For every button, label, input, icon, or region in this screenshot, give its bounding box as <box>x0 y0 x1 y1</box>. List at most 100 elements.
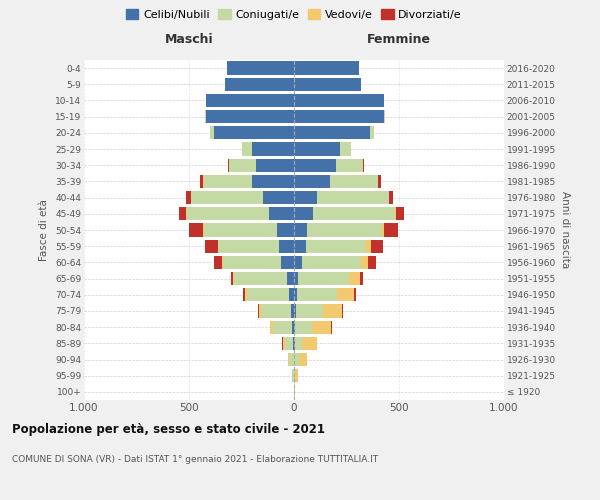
Bar <box>294 207 313 220</box>
Bar <box>223 256 281 269</box>
Bar <box>294 126 370 140</box>
Bar <box>242 288 245 302</box>
Bar <box>295 320 312 334</box>
Bar <box>221 256 223 269</box>
Bar <box>206 110 294 124</box>
Y-axis label: Anni di nascita: Anni di nascita <box>560 192 570 268</box>
Bar <box>370 126 374 140</box>
Bar <box>293 336 294 350</box>
Bar <box>281 256 294 269</box>
Bar <box>179 207 187 220</box>
Bar <box>259 304 262 318</box>
Bar <box>298 272 349 285</box>
Bar <box>294 256 302 269</box>
Bar <box>367 256 376 269</box>
Bar <box>200 175 203 188</box>
Bar <box>280 240 294 253</box>
Bar <box>247 288 289 302</box>
Bar <box>307 224 382 236</box>
Bar <box>382 224 385 236</box>
Bar <box>294 110 385 124</box>
Bar <box>336 158 364 172</box>
Bar <box>295 353 299 366</box>
Bar <box>218 240 280 253</box>
Bar <box>302 256 361 269</box>
Bar <box>294 240 305 253</box>
Bar <box>297 288 337 302</box>
Bar <box>224 78 294 91</box>
Bar <box>206 94 294 107</box>
Bar <box>241 142 252 156</box>
Bar <box>389 191 393 204</box>
Bar <box>294 320 295 334</box>
Bar <box>294 224 307 236</box>
Bar <box>294 272 298 285</box>
Bar <box>262 304 291 318</box>
Bar <box>360 272 363 285</box>
Bar <box>292 320 294 334</box>
Bar <box>342 304 343 318</box>
Bar <box>294 175 330 188</box>
Bar <box>256 158 294 172</box>
Bar <box>294 288 297 302</box>
Bar <box>337 288 354 302</box>
Bar <box>330 175 378 188</box>
Bar <box>294 142 340 156</box>
Bar <box>331 320 332 334</box>
Y-axis label: Fasce di età: Fasce di età <box>40 199 49 261</box>
Bar <box>317 191 389 204</box>
Bar <box>312 320 331 334</box>
Bar <box>295 369 298 382</box>
Bar <box>277 224 294 236</box>
Bar <box>205 110 206 124</box>
Bar <box>294 336 295 350</box>
Bar <box>294 369 295 382</box>
Bar <box>295 336 302 350</box>
Bar <box>294 304 296 318</box>
Bar <box>294 158 336 172</box>
Bar <box>204 175 252 188</box>
Bar <box>269 207 294 220</box>
Bar <box>371 240 383 253</box>
Bar <box>252 175 294 188</box>
Bar <box>263 191 294 204</box>
Bar <box>283 336 285 350</box>
Bar <box>231 272 233 285</box>
Bar <box>323 304 342 318</box>
Bar <box>287 272 294 285</box>
Bar <box>396 207 404 220</box>
Bar <box>294 94 385 107</box>
Legend: Celibi/Nubili, Coniugati/e, Vedovi/e, Divorziati/e: Celibi/Nubili, Coniugati/e, Vedovi/e, Di… <box>122 4 466 24</box>
Text: Maschi: Maschi <box>164 34 214 46</box>
Bar <box>367 240 371 253</box>
Bar <box>270 320 274 334</box>
Bar <box>191 191 263 204</box>
Bar <box>349 272 360 285</box>
Bar <box>233 272 234 285</box>
Bar <box>294 62 359 74</box>
Bar <box>214 126 294 140</box>
Bar <box>385 224 398 236</box>
Bar <box>302 336 317 350</box>
Bar <box>361 256 367 269</box>
Bar <box>294 78 361 91</box>
Bar <box>252 142 294 156</box>
Bar <box>190 224 203 236</box>
Bar <box>229 158 256 172</box>
Bar <box>187 191 191 204</box>
Text: Femmine: Femmine <box>367 34 431 46</box>
Bar <box>354 288 356 302</box>
Bar <box>305 240 367 253</box>
Bar <box>203 224 204 236</box>
Bar <box>291 304 294 318</box>
Bar <box>187 207 269 220</box>
Bar <box>228 158 229 172</box>
Bar <box>285 336 293 350</box>
Bar <box>227 62 294 74</box>
Bar <box>245 288 247 302</box>
Bar <box>210 126 214 140</box>
Bar <box>296 304 323 318</box>
Bar <box>299 353 307 366</box>
Bar <box>395 207 396 220</box>
Bar <box>204 224 277 236</box>
